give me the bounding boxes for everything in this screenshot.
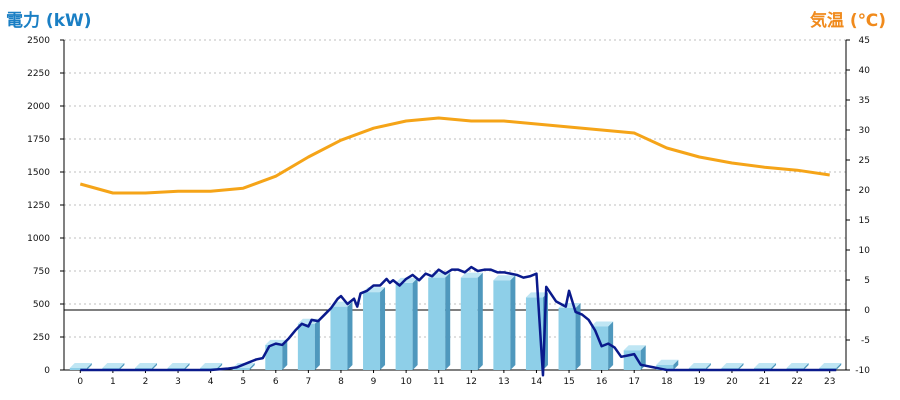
x-tick-label: 22 (791, 377, 802, 387)
right-axis-title: 気温 (℃) (809, 11, 886, 31)
x-tick-label: 17 (628, 377, 639, 387)
left-tick-label: 2250 (27, 69, 50, 79)
right-tick-label: 20 (859, 186, 871, 196)
bar-hour-9 (363, 287, 386, 370)
right-tick-label: 15 (859, 216, 870, 226)
left-tick-label: 2500 (27, 36, 50, 46)
x-tick-label: 18 (661, 377, 673, 387)
right-tick-label: -5 (861, 336, 870, 346)
right-tick-label: 45 (859, 36, 870, 46)
left-tick-label: 1000 (27, 234, 50, 244)
bar-hour-11 (428, 272, 451, 370)
bar-hour-0 (69, 363, 92, 370)
x-tick-label: 6 (273, 377, 279, 387)
x-tick-label: 2 (143, 377, 149, 387)
x-tick-label: 12 (466, 377, 477, 387)
left-tick-label: 2000 (27, 102, 50, 112)
x-tick-label: 7 (306, 377, 312, 387)
left-tick-label: 1500 (27, 168, 50, 178)
bar-hour-10 (395, 277, 418, 370)
series-temperature-line (79, 116, 830, 195)
bar-hour-12 (460, 272, 483, 370)
x-tick-label: 3 (175, 377, 181, 387)
right-tick-label: -10 (855, 366, 870, 376)
left-axis-title: 電力 (kW) (6, 11, 92, 31)
x-tick-label: 10 (400, 377, 412, 387)
right-tick-label: 0 (864, 306, 870, 316)
bar-hour-18 (656, 359, 679, 370)
x-tick-label: 1 (110, 377, 116, 387)
left-tick-label: 1750 (27, 135, 50, 145)
bar-hour-6 (265, 339, 288, 370)
right-tick-label: 5 (864, 276, 870, 286)
x-tick-label: 4 (208, 377, 214, 387)
x-tick-label: 19 (694, 377, 706, 387)
left-tick-label: 250 (33, 333, 50, 343)
series-power-line (80, 265, 837, 377)
right-tick-label: 10 (859, 246, 871, 256)
right-tick-label: 25 (859, 156, 870, 166)
x-tick-label: 20 (726, 377, 738, 387)
left-tick-label: 750 (33, 267, 50, 277)
bar-hour-13 (493, 275, 516, 370)
bar-hour-7 (297, 318, 320, 370)
x-tick-label: 5 (240, 377, 246, 387)
x-tick-label: 23 (824, 377, 835, 387)
right-tick-label: 30 (859, 126, 871, 136)
left-tick-label: 1250 (27, 201, 50, 211)
right-tick-label: 40 (859, 66, 871, 76)
x-tick-label: 8 (338, 377, 344, 387)
bar-hour-16 (591, 321, 614, 370)
x-tick-label: 9 (371, 377, 377, 387)
x-tick-label: 11 (433, 377, 444, 387)
bar-hour-8 (330, 301, 353, 370)
x-tick-label: 0 (77, 377, 83, 387)
x-tick-label: 15 (563, 377, 574, 387)
x-tick-label: 14 (531, 377, 543, 387)
x-tick-label: 16 (596, 377, 608, 387)
left-tick-label: 0 (44, 366, 50, 376)
right-tick-label: 35 (859, 96, 870, 106)
x-tick-label: 13 (498, 377, 509, 387)
left-tick-label: 500 (33, 300, 50, 310)
x-tick-label: 21 (759, 377, 770, 387)
